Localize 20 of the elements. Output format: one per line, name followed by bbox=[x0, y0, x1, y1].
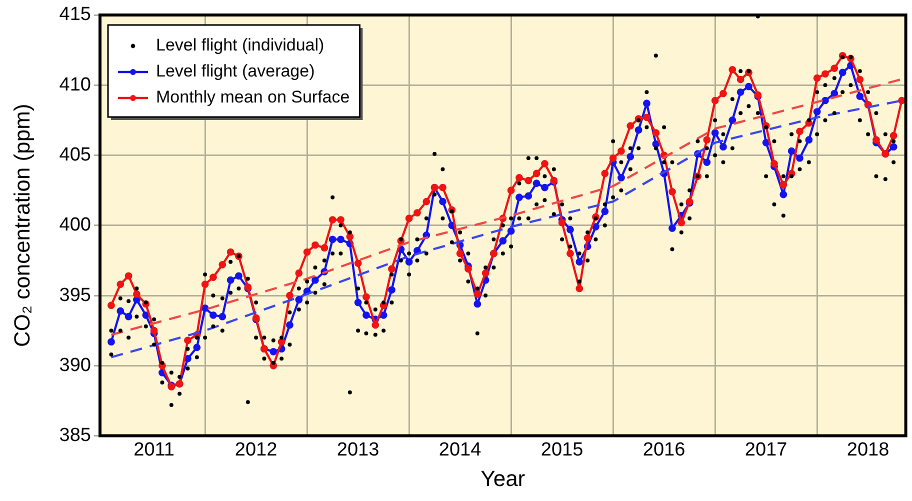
y-tick-label: 405 bbox=[59, 144, 91, 166]
x-tick-label: 2012 bbox=[234, 439, 278, 460]
legend-label: Level flight (individual) bbox=[156, 36, 324, 55]
x-tick-label: 2015 bbox=[540, 439, 584, 460]
y-tick-label: 400 bbox=[59, 214, 91, 236]
y-tick-label: 410 bbox=[59, 74, 91, 96]
legend-label: Level flight (average) bbox=[156, 62, 315, 81]
x-tick-label: 2018 bbox=[846, 439, 890, 460]
y-tick-label: 390 bbox=[59, 354, 91, 376]
y-axis-title: CO₂ concentration (ppm) bbox=[9, 104, 34, 348]
x-tick-label: 2014 bbox=[438, 439, 482, 460]
legend-label: Monthly mean on Surface bbox=[156, 88, 350, 107]
y-tick-label: 415 bbox=[59, 4, 91, 26]
x-tick-label: 2017 bbox=[744, 439, 788, 460]
y-tick-label: 385 bbox=[59, 425, 91, 446]
x-tick-label: 2011 bbox=[134, 439, 174, 460]
x-tick-label: 2016 bbox=[642, 439, 686, 460]
y-tick-label: 395 bbox=[59, 284, 91, 306]
x-axis-title: Year bbox=[480, 466, 526, 491]
x-tick-label: 2013 bbox=[336, 439, 380, 460]
